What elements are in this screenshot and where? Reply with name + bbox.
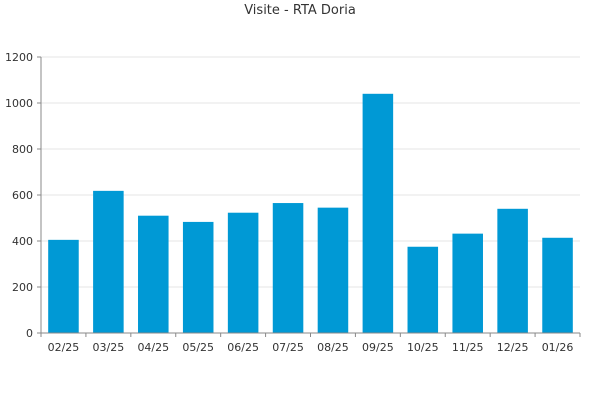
bar-09/25	[362, 93, 394, 333]
y-tick-labels: 0 200 400 600 800 1000 1200	[5, 51, 33, 340]
x-tick-label: 08/25	[317, 341, 349, 354]
y-tick-label: 1000	[5, 97, 33, 110]
x-tick-label: 06/25	[227, 341, 259, 354]
x-tick-label: 07/25	[272, 341, 304, 354]
bar-04/25	[138, 215, 169, 333]
x-tick-label: 02/25	[48, 341, 80, 354]
x-tick-label: 01/26	[542, 341, 574, 354]
y-tick-label: 1200	[5, 51, 33, 64]
bar-03/25	[93, 190, 124, 333]
x-tick-label: 03/25	[93, 341, 125, 354]
bar-06/25	[227, 212, 259, 333]
bar-11/25	[452, 233, 483, 333]
gridlines	[41, 56, 580, 288]
bar-07/25	[272, 203, 304, 333]
bar-12/25	[497, 208, 528, 333]
y-tick-label: 200	[12, 281, 33, 294]
bars	[48, 93, 573, 333]
x-tick-label: 10/25	[407, 341, 439, 354]
bar-08/25	[317, 207, 349, 333]
x-tick-label: 11/25	[452, 341, 484, 354]
x-tick-labels: 02/25 03/25 04/25 05/25 06/25 07/25 08/25 09/25…	[48, 341, 574, 354]
bar-10/25	[407, 246, 439, 333]
y-tick-label: 600	[12, 189, 33, 202]
bar-02/25	[48, 239, 79, 333]
y-tick-label: 400	[12, 235, 33, 248]
x-tick-label: 09/25	[362, 341, 394, 354]
chart-title: Visite - RTA Doria	[244, 3, 356, 18]
bar-01/26	[542, 237, 573, 333]
x-tick-label: 05/25	[182, 341, 214, 354]
y-tick-label: 800	[12, 143, 33, 156]
axes	[37, 56, 581, 337]
y-tick-label: 0	[26, 327, 33, 340]
x-tick-label: 12/25	[497, 341, 529, 354]
bar-05/25	[182, 221, 214, 333]
x-tick-label: 04/25	[137, 341, 169, 354]
